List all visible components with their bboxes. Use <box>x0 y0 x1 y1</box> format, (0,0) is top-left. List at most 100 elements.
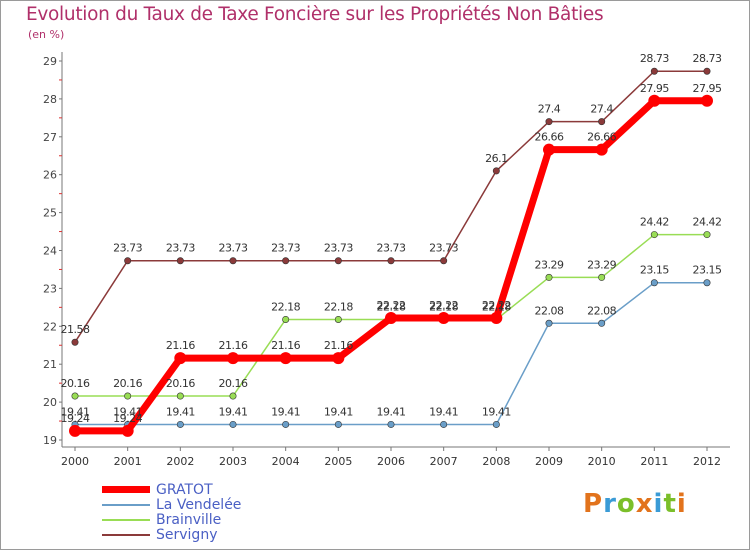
x-tick-label: 2006 <box>377 455 405 468</box>
data-label: 22.08 <box>535 304 564 317</box>
data-label: 24.42 <box>693 216 722 229</box>
data-point <box>334 257 342 265</box>
proxiti-logo: Proxiti <box>583 489 687 519</box>
data-label: 21.16 <box>219 339 248 352</box>
data-label: 21.16 <box>166 339 195 352</box>
data-point <box>545 118 553 126</box>
data-label: 27.4 <box>538 103 561 116</box>
data-label: 27.95 <box>693 82 722 95</box>
data-point <box>174 352 187 365</box>
data-label: 28.73 <box>693 52 722 65</box>
data-label: 26.66 <box>587 131 616 144</box>
data-label: 21.16 <box>324 339 353 352</box>
y-tick-label: 26 <box>43 169 57 182</box>
x-tick-label: 2007 <box>430 455 458 468</box>
y-tick-label: 25 <box>43 207 57 220</box>
data-point <box>598 319 606 327</box>
data-point <box>703 279 711 287</box>
y-axis-unit: (en %) <box>28 28 65 41</box>
legend-item-gratot: GRATOT <box>102 482 241 497</box>
legend-item-la-vendelee: La Vendelée <box>102 497 241 512</box>
y-tick-label: 24 <box>43 245 57 258</box>
data-label: 23.29 <box>587 258 616 271</box>
data-point <box>650 279 658 287</box>
data-point <box>492 420 500 428</box>
data-point <box>69 424 81 437</box>
data-label: 23.73 <box>166 242 195 255</box>
data-point <box>437 311 450 324</box>
chart-title: Evolution du Taux de Taxe Foncière sur l… <box>26 4 604 25</box>
x-tick-label: 2009 <box>535 455 563 468</box>
x-tick-label: 2011 <box>640 455 668 468</box>
data-label: 23.73 <box>324 242 353 255</box>
data-label: 22.18 <box>324 300 353 313</box>
data-point <box>650 231 658 239</box>
data-label: 19.24 <box>113 412 142 425</box>
data-point <box>387 420 395 428</box>
data-point <box>648 94 661 107</box>
logo-letter: P <box>583 489 604 519</box>
legend-item-servigny: Servigny <box>102 527 241 542</box>
legend-label-la-vendelee: La Vendelée <box>156 496 242 513</box>
data-label: 27.4 <box>590 103 613 116</box>
data-label: 19.41 <box>324 405 353 418</box>
data-label: 23.73 <box>377 242 406 255</box>
data-point <box>385 311 397 324</box>
data-point <box>543 143 555 156</box>
data-point <box>545 273 553 281</box>
data-label: 19.41 <box>271 405 300 418</box>
data-label: 20.16 <box>61 377 90 390</box>
data-point <box>703 67 711 75</box>
legend-label-brainville: Brainville <box>156 511 222 528</box>
logo-letter: i <box>653 489 664 519</box>
logo-letter: r <box>603 489 617 519</box>
x-tick-label: 2008 <box>482 455 510 468</box>
legend-label-gratot: GRATOT <box>156 481 213 498</box>
legend-label-servigny: Servigny <box>156 526 218 543</box>
data-point <box>492 167 500 175</box>
x-tick-label: 2004 <box>272 455 300 468</box>
data-point <box>71 338 79 346</box>
x-tick-label: 2005 <box>324 455 352 468</box>
data-label: 22.18 <box>429 300 458 313</box>
data-label: 20.16 <box>166 377 195 390</box>
legend-swatch-la-vendelee <box>102 503 150 506</box>
x-tick-label: 2002 <box>166 455 194 468</box>
data-point <box>545 319 553 327</box>
logo-letter: i <box>676 489 687 519</box>
data-point <box>650 67 658 75</box>
data-label: 21.58 <box>61 323 90 336</box>
data-point <box>229 420 237 428</box>
data-point <box>229 392 237 400</box>
legend-item-brainville: Brainville <box>102 512 241 527</box>
data-label: 23.15 <box>693 264 722 277</box>
data-label: 21.16 <box>271 339 300 352</box>
data-point <box>440 420 448 428</box>
data-label: 28.73 <box>640 52 669 65</box>
data-point <box>121 424 134 437</box>
logo-letter: x <box>635 489 654 519</box>
data-point <box>701 94 713 107</box>
legend-swatch-servigny <box>102 533 150 536</box>
data-point <box>282 315 290 323</box>
data-label: 26.66 <box>535 131 564 144</box>
data-label: 23.29 <box>535 258 564 271</box>
data-label: 24.42 <box>640 216 669 229</box>
data-label: 23.73 <box>429 242 458 255</box>
data-label: 22.22 <box>429 299 458 312</box>
data-label: 19.41 <box>113 405 142 418</box>
data-point <box>387 257 395 265</box>
x-tick-label: 2000 <box>61 455 89 468</box>
data-label: 19.41 <box>482 405 511 418</box>
data-label: 19.41 <box>377 405 406 418</box>
data-point <box>124 392 132 400</box>
data-label: 19.41 <box>429 405 458 418</box>
data-label: 23.73 <box>219 242 248 255</box>
y-tick-label: 20 <box>43 396 57 409</box>
data-label: 23.73 <box>271 242 300 255</box>
data-label: 27.95 <box>640 82 669 95</box>
chart-legend: GRATOT La Vendelée Brainville Servigny <box>102 482 241 542</box>
data-point <box>598 118 606 126</box>
data-point <box>227 352 239 365</box>
